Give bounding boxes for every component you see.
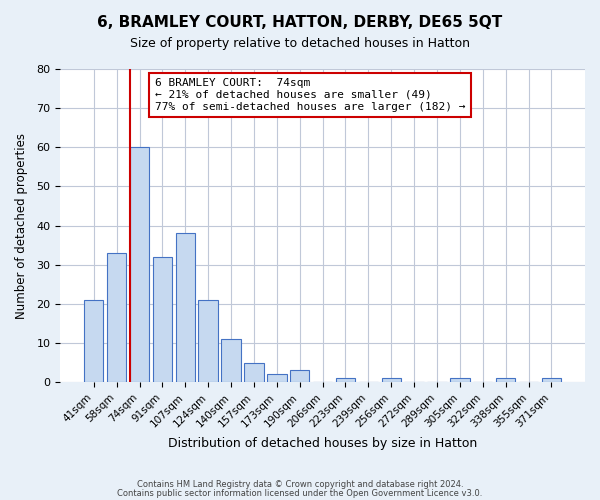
Bar — [244, 362, 263, 382]
X-axis label: Distribution of detached houses by size in Hatton: Distribution of detached houses by size … — [168, 437, 477, 450]
Bar — [496, 378, 515, 382]
Bar — [290, 370, 310, 382]
Text: 6, BRAMLEY COURT, HATTON, DERBY, DE65 5QT: 6, BRAMLEY COURT, HATTON, DERBY, DE65 5Q… — [97, 15, 503, 30]
Bar — [152, 257, 172, 382]
Bar — [336, 378, 355, 382]
Bar — [542, 378, 561, 382]
Bar — [130, 148, 149, 382]
Bar — [107, 253, 127, 382]
Bar — [199, 300, 218, 382]
Bar — [382, 378, 401, 382]
Text: Size of property relative to detached houses in Hatton: Size of property relative to detached ho… — [130, 38, 470, 51]
Text: Contains HM Land Registry data © Crown copyright and database right 2024.: Contains HM Land Registry data © Crown c… — [137, 480, 463, 489]
Bar — [267, 374, 287, 382]
Y-axis label: Number of detached properties: Number of detached properties — [15, 132, 28, 318]
Bar — [450, 378, 470, 382]
Bar — [176, 234, 195, 382]
Bar — [84, 300, 103, 382]
Text: 6 BRAMLEY COURT:  74sqm
← 21% of detached houses are smaller (49)
77% of semi-de: 6 BRAMLEY COURT: 74sqm ← 21% of detached… — [155, 78, 465, 112]
Text: Contains public sector information licensed under the Open Government Licence v3: Contains public sector information licen… — [118, 488, 482, 498]
Bar — [221, 339, 241, 382]
